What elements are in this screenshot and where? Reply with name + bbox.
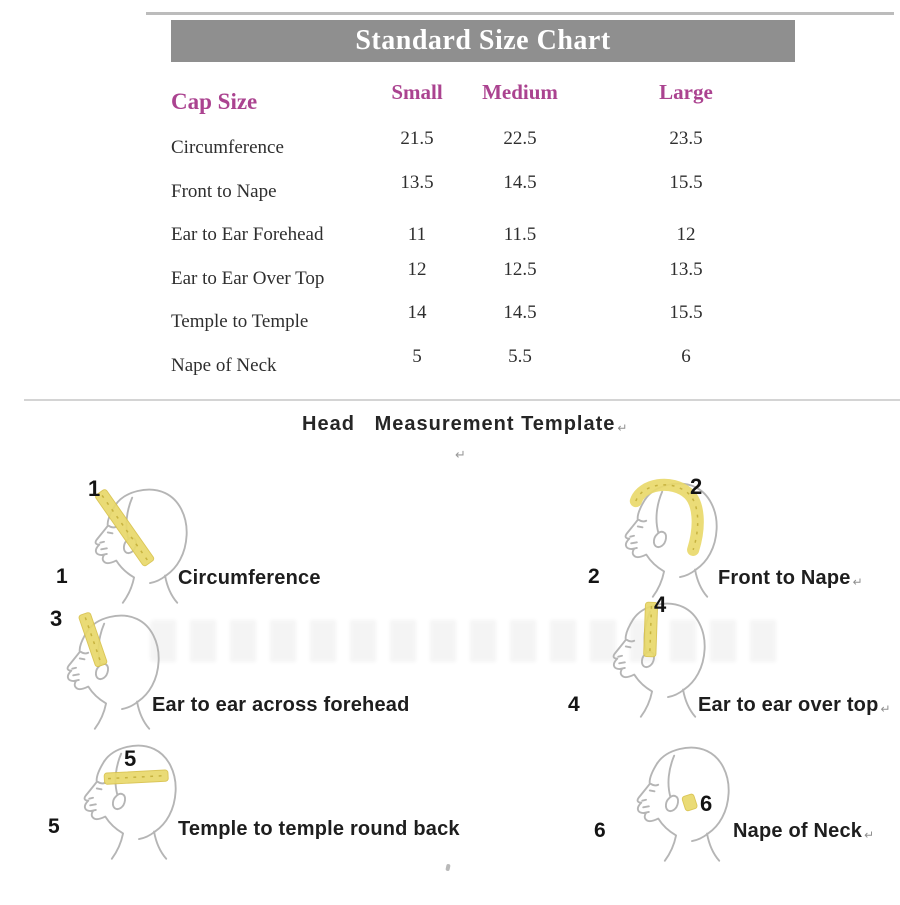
diagram-label-text: Temple to temple round back xyxy=(178,818,460,840)
cell-value: 12.5 xyxy=(503,258,537,280)
diagram-number-marker: 4 xyxy=(654,592,667,617)
size-chart-title-bar: Standard Size Chart xyxy=(171,20,795,62)
measuring-tape-band xyxy=(629,478,704,556)
cell-value: 14.5 xyxy=(503,302,537,323)
measuring-tape-band xyxy=(103,769,169,785)
column-header-large: Large xyxy=(659,80,713,104)
section-divider xyxy=(24,399,900,401)
head-diagram-2 xyxy=(624,478,718,598)
cell-value: 6 xyxy=(681,345,691,367)
cell-value: 14.5 xyxy=(503,171,537,193)
scan-artifact-dot xyxy=(445,863,451,872)
cell-value: 13.5 xyxy=(400,171,434,193)
diagram-number: 5 xyxy=(48,815,60,838)
row-header-cap-size: Cap Size xyxy=(171,89,258,114)
row-label: Front to Nape xyxy=(171,180,277,202)
diagram-label-text: Circumference xyxy=(178,567,321,589)
table-row: Ear to Ear Over Top 12 12.5 13.5 xyxy=(171,259,795,307)
cell-value: 15.5 xyxy=(669,302,703,323)
table-row: Ear to Ear Forehead 11 11.5 12 xyxy=(171,219,795,263)
size-chart-title: Standard Size Chart xyxy=(355,25,611,56)
head-diagram-1 xyxy=(94,488,188,604)
diagram-label: Ear to ear over top ↵ xyxy=(698,694,891,717)
measuring-tape-band xyxy=(95,489,155,567)
diagram-number: 1 xyxy=(56,565,68,588)
cell-value: 23.5 xyxy=(669,128,703,149)
row-label: Nape of Neck xyxy=(171,354,277,376)
diagram-label: Nape of Neck ↵ xyxy=(733,820,875,843)
diagram-label: Temple to temple round back xyxy=(178,818,460,841)
return-mark-icon: ↵ xyxy=(617,421,629,435)
return-mark-icon: ↵ xyxy=(880,702,891,716)
diagram-label-text: Nape of Neck xyxy=(733,820,863,842)
cell-value: 22.5 xyxy=(503,128,537,149)
return-mark-icon: ↵ xyxy=(864,828,875,842)
diagram-label-text: Ear to ear across forehead xyxy=(152,694,410,716)
table-row: Temple to Temple 14 14.5 15.5 xyxy=(171,302,795,350)
diagram-number-marker: 2 xyxy=(690,474,703,499)
measuring-tape-band xyxy=(78,612,108,668)
column-header-small: Small xyxy=(391,80,443,104)
diagram-label: Circumference xyxy=(178,567,321,590)
row-label: Circumference xyxy=(171,137,284,158)
table-row: Circumference 21.5 22.5 23.5 xyxy=(171,128,795,176)
row-label: Ear to Ear Forehead xyxy=(171,224,324,245)
head-diagram-6 xyxy=(636,746,730,862)
cell-value: 12 xyxy=(676,224,696,245)
template-heading: Head Measurement Template ↵ xyxy=(302,413,629,436)
row-label: Temple to Temple xyxy=(171,311,309,332)
diagram-number: 2 xyxy=(588,565,600,588)
diagram-label: Front to Nape ↵ xyxy=(718,567,863,590)
measuring-tape-band xyxy=(681,793,698,812)
diagram-label-text: Ear to ear over top xyxy=(698,694,879,716)
head-diagram-5 xyxy=(83,744,177,860)
diagram-number-marker: 5 xyxy=(124,746,137,771)
column-header-medium: Medium xyxy=(482,80,558,104)
diagram-number: 6 xyxy=(594,819,606,842)
diagram-number-marker: 3 xyxy=(50,606,63,631)
cell-value: 5.5 xyxy=(508,345,532,367)
cell-value: 15.5 xyxy=(669,171,703,193)
return-mark-icon: ↵ xyxy=(455,447,466,462)
top-border-line xyxy=(146,12,894,15)
diagram-number: 4 xyxy=(568,693,580,716)
size-chart-rows: Circumference 21.5 22.5 23.5 Front to Na… xyxy=(171,128,795,394)
cell-value: 12 xyxy=(407,258,427,280)
cell-value: 14 xyxy=(407,302,427,323)
diagram-label: Ear to ear across forehead xyxy=(152,694,410,717)
cell-value: 11 xyxy=(407,224,427,245)
template-heading-text: Head Measurement Template xyxy=(302,413,616,435)
row-label: Ear to Ear Over Top xyxy=(171,267,325,289)
cell-value: 21.5 xyxy=(400,128,434,149)
cell-value: 11.5 xyxy=(503,224,537,245)
diagram-number-marker: 6 xyxy=(700,791,713,816)
watermark xyxy=(150,620,790,662)
table-row: Front to Nape 13.5 14.5 15.5 xyxy=(171,172,795,220)
table-row: Nape of Neck 5 5.5 6 xyxy=(171,346,795,394)
diagram-number-marker: 1 xyxy=(88,476,101,501)
cell-value: 5 xyxy=(412,345,422,367)
diagram-label-text: Front to Nape xyxy=(718,567,851,589)
size-chart-header-row: Cap Size Small Medium Large xyxy=(171,80,795,114)
cell-value: 13.5 xyxy=(669,258,703,280)
return-mark-icon: ↵ xyxy=(852,575,863,589)
